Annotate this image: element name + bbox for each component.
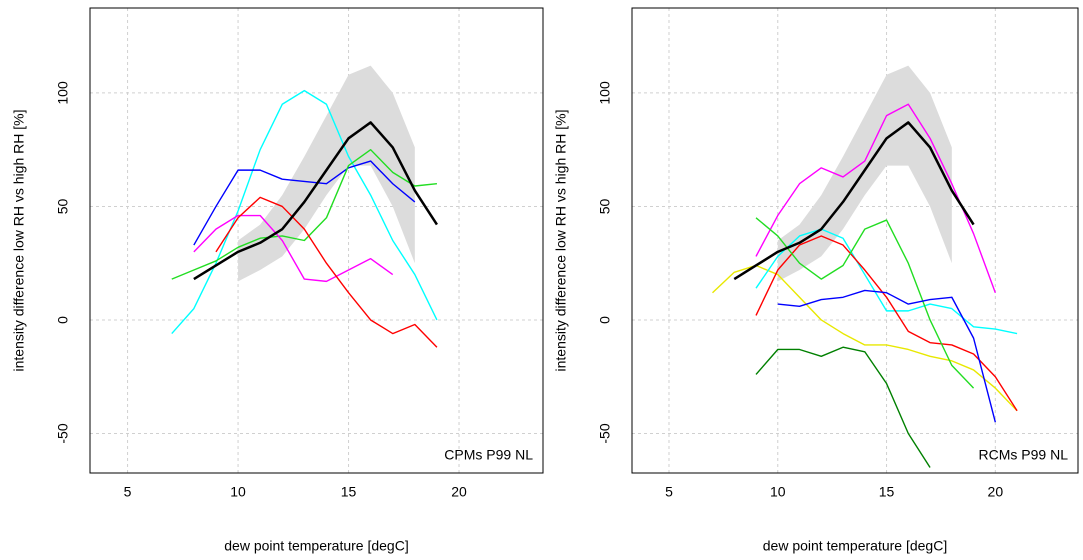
y-tick-label: 100 [55, 81, 71, 105]
x-axis-label: dew point temperature [degC] [763, 538, 947, 554]
y-tick-label: 50 [55, 198, 71, 214]
y-tick-label: 100 [597, 81, 613, 105]
uncertainty-band [777, 65, 952, 282]
annotation: CPMs P99 NL [444, 447, 533, 463]
y-tick-label: -50 [55, 423, 71, 443]
uncertainty-band [238, 65, 415, 282]
series-line [755, 235, 1018, 412]
series-line [215, 196, 438, 348]
x-tick-label: 20 [988, 484, 1004, 500]
x-tick-label: 5 [665, 484, 673, 500]
x-tick-label: 10 [230, 484, 246, 500]
x-tick-label: 15 [341, 484, 357, 500]
series-line [733, 121, 975, 281]
series-line [712, 264, 1018, 412]
x-axis-label: dew point temperature [degC] [224, 538, 408, 554]
x-tick-label: 20 [451, 484, 467, 500]
y-tick-label: 0 [55, 316, 71, 324]
series-line [193, 121, 438, 281]
series-line [193, 214, 394, 283]
series-line [193, 160, 416, 246]
y-tick-label: -50 [597, 423, 613, 443]
series-line [171, 89, 438, 335]
plot-frame [89, 7, 544, 474]
x-tick-label: 5 [124, 484, 132, 500]
y-tick-label: 0 [597, 316, 613, 324]
y-tick-label: 50 [597, 198, 613, 214]
panel: 5 10 15 20 -50 0 50 100 CPMs P99 NL dew point tem… [11, 7, 544, 554]
series-line [755, 217, 975, 389]
series-line [755, 228, 1018, 335]
annotation: RCMs P99 NL [979, 447, 1069, 463]
x-tick-label: 15 [879, 484, 895, 500]
series-line [777, 289, 997, 423]
plot-frame [631, 7, 1079, 474]
panel: 5 10 15 20 -50 0 50 100 RCMs P99 NL dew point tem… [553, 7, 1079, 554]
series-line [755, 346, 931, 468]
plot-area [171, 65, 438, 348]
series-line [171, 148, 438, 280]
y-axis-label: intensity difference low RH vs high RH [… [11, 110, 27, 372]
y-axis-label: intensity difference low RH vs high RH [… [553, 110, 569, 372]
series-line [755, 103, 996, 293]
plot-area [712, 65, 1018, 468]
x-tick-label: 10 [770, 484, 786, 500]
